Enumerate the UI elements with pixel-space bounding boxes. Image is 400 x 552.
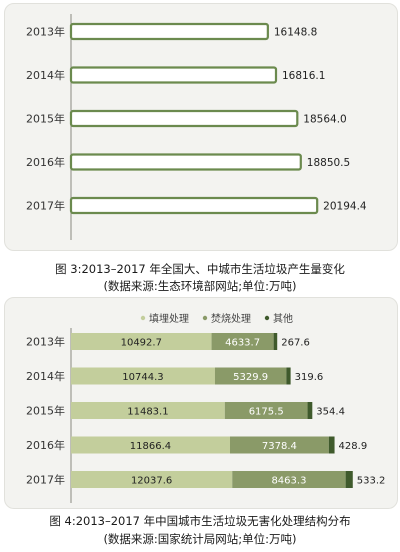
chart2-bar-segment [71,471,233,488]
chart1-svg: 2013年 16148.8 2014年 16816.1 2015年 18564.0 2016… [26,14,367,240]
chart1-value-label: 20194.4 [323,201,367,213]
chart1-panel: 2013年 16148.8 2014年 16816.1 2015年 18564.0 2016… [4,3,398,251]
chart1-category-label: 2013年 [26,25,65,39]
chart2-segment-label: 533.2 [357,476,386,487]
chart2-legend-label: 焚烧处理 [211,312,251,325]
chart2-bar-segment [345,471,353,488]
chart1-bar [69,196,319,215]
chart2-segment-label: 354.4 [316,407,345,418]
chart2-bar-segment [71,436,230,454]
chart2-bar-segment [71,367,215,385]
chart2-svg: 填埋处理 焚烧处理 其他 2013年 10492.7 4633.7 267.6 2014年 10… [26,312,386,503]
chart1-value-label: 16816.1 [282,70,325,82]
chart2-segment-label: 10744.3 [122,372,163,383]
chart1-value-label: 18850.5 [307,157,350,169]
chart2-segment-label: 11866.4 [130,441,171,452]
chart2-segment-label: 11483.1 [127,407,168,418]
chart2-bar-segment [286,367,291,385]
chart1-bar [69,153,302,171]
chart2-segment-label: 319.6 [295,372,324,383]
chart2-category-label: 2016年 [26,438,65,452]
chart2-subtitle: (数据来源:国家统计局网站;单位:万吨) [103,532,297,546]
chart1-value-label: 18564.0 [303,114,346,126]
chart2-segment-label: 12037.6 [131,476,172,487]
chart2-legend-swatch [202,315,208,321]
chart1-subtitle: (数据来源:生态环境部网站;单位:万吨) [103,279,297,293]
chart2-category-label: 2014年 [26,369,65,383]
chart1-category-label: 2014年 [26,68,65,82]
chart2-segment-label: 10492.7 [121,338,162,349]
chart1-category-label: 2017年 [26,199,65,213]
chart2-legend-label: 填埋处理 [149,312,189,325]
chart2-segment-label: 6175.5 [249,407,284,418]
chart2-category-label: 2017年 [26,473,65,487]
chart2-category-label: 2015年 [26,404,65,418]
chart2-title: 图 4:2013–2017 年中国城市生活垃圾无害化处理结构分布 [49,514,351,528]
chart2-segment-label: 7378.4 [262,441,297,452]
chart2-bar-segment [232,471,346,488]
chart2-bar-segment [229,436,329,454]
chart1-value-label: 16148.8 [274,27,317,39]
chart1-category-label: 2016年 [26,155,65,169]
chart2-panel: 填埋处理 焚烧处理 其他 2013年 10492.7 4633.7 267.6 2014年 10… [4,297,398,509]
chart2-bar-segment [328,436,335,454]
chart2-bar-segment [211,333,274,350]
chart2-bar-segment [71,402,225,419]
chart2-segment-label: 428.9 [339,441,368,452]
chart2-segment-label: 4633.7 [225,338,260,349]
chart2-bar-segment [307,402,313,419]
chart2-bar-segment [224,402,308,419]
chart2-segment-label: 267.6 [281,338,310,349]
chart2-legend-swatch [140,315,146,321]
chart2-legend-swatch [264,315,270,321]
chart2-bar-segment [214,367,287,385]
chart1-category-label: 2015年 [26,112,65,126]
chart1-title: 图 3:2013–2017 年全国大、中城市生活垃圾产生量变化 [55,262,345,276]
chart2-bar-segment [71,333,212,350]
chart1-bar [69,109,299,128]
chart2-bar-segment [273,333,278,350]
chart2-segment-label: 5329.9 [233,372,268,383]
chart1-bar [69,22,269,41]
chart1-bar [69,66,278,84]
chart2-legend-label: 其他 [273,312,293,325]
chart2-category-label: 2013年 [26,335,65,349]
chart2-segment-label: 8463.3 [271,476,306,487]
